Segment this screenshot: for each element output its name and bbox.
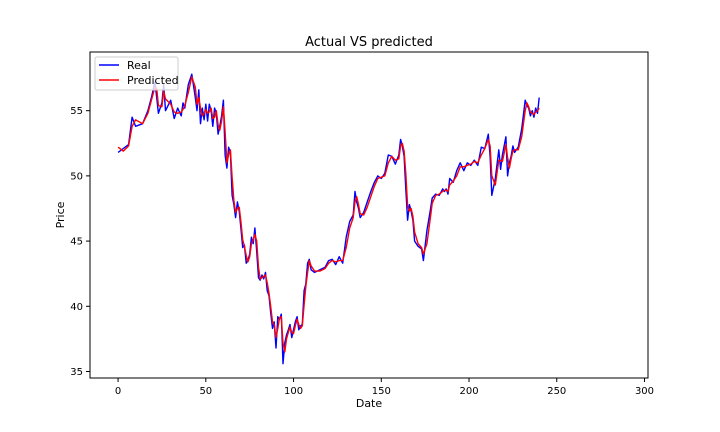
x-tick-label: 50: [199, 386, 212, 397]
legend: Real Predicted: [94, 56, 179, 91]
y-axis-label: Price: [54, 201, 67, 228]
chart-title: Actual VS predicted: [305, 35, 433, 50]
legend-label-real: Real: [127, 59, 151, 72]
plot-area: [90, 52, 648, 378]
series-lines: [117, 73, 540, 365]
x-tick-label: 150: [372, 386, 391, 397]
x-tick-label: 250: [547, 386, 566, 397]
y-tick-label: 40: [70, 302, 83, 313]
x-tick-label: 100: [284, 386, 303, 397]
series-line-predicted: [117, 76, 540, 353]
plot-frame: [89, 51, 649, 379]
x-tick-label: 0: [115, 386, 121, 397]
y-tick-label: 55: [70, 106, 83, 117]
axis-ticks: 0 50 100 150 200 250 300 35 40 45 50 55: [70, 106, 654, 397]
x-tick-label: 200: [459, 386, 478, 397]
y-tick-label: 35: [70, 367, 83, 378]
x-axis-label: Date: [356, 397, 383, 410]
x-tick-label: 300: [635, 386, 654, 397]
y-tick-label: 50: [70, 171, 83, 182]
legend-label-predicted: Predicted: [127, 74, 179, 87]
y-tick-label: 45: [70, 237, 83, 248]
